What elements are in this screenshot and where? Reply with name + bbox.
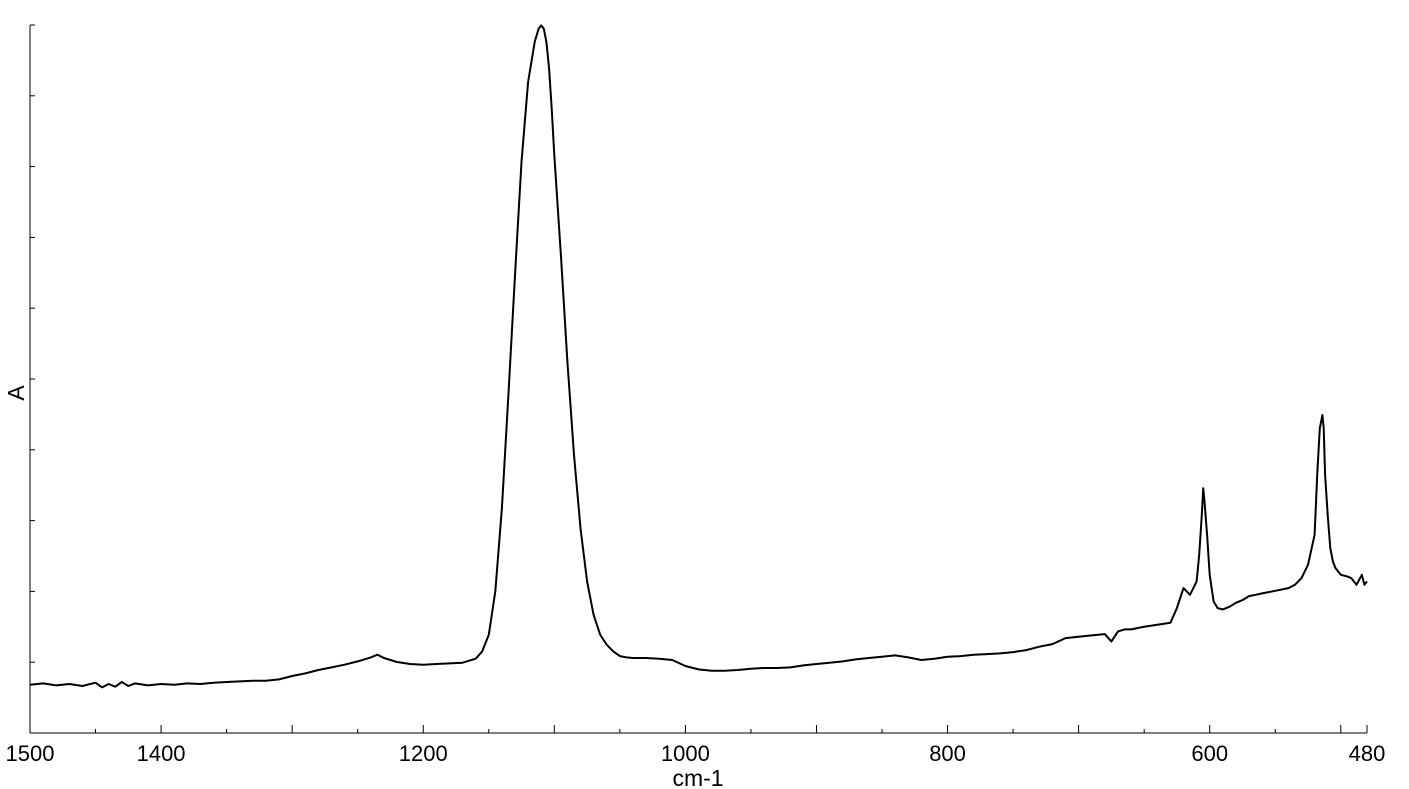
x-axis-label: cm-1	[672, 765, 723, 789]
x-tick-label: 1000	[661, 741, 710, 766]
x-tick-label: 600	[1191, 741, 1228, 766]
y-axis-label: A	[3, 385, 29, 401]
x-axis: 1500 1400 1200 1000 800 600 480	[6, 725, 1386, 766]
x-tick-label: 800	[929, 741, 966, 766]
x-tick-label: 1500	[6, 741, 55, 766]
series-line	[29, 24, 1368, 689]
x-tick-label: 1400	[137, 741, 186, 766]
x-tick-label: 480	[1349, 741, 1386, 766]
x-tick-label: 1200	[399, 741, 448, 766]
y-axis	[29, 24, 35, 734]
